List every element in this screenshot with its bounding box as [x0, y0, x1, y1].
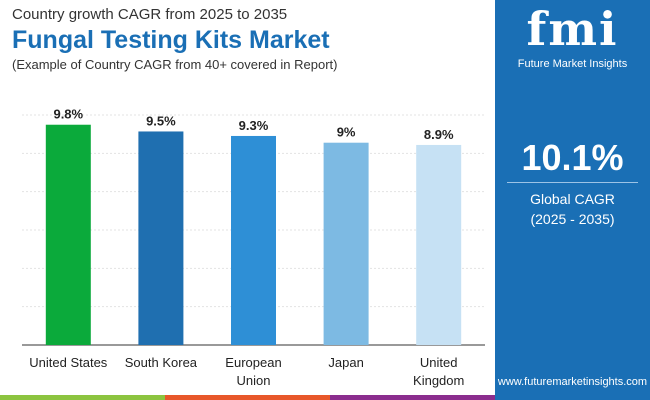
x-tick-label: European — [225, 355, 281, 370]
bar-japan — [323, 142, 369, 345]
chart-title: Fungal Testing Kits Market — [12, 26, 330, 54]
cagr-period: (2025 - 2035) — [530, 211, 615, 227]
chart-subtitle: Country growth CAGR from 2025 to 2035 — [12, 6, 288, 23]
data-label: 8.9% — [424, 127, 454, 142]
bar-united-states — [45, 124, 91, 346]
x-tick-label: United — [420, 355, 458, 370]
bar-south-korea — [138, 131, 184, 345]
global-cagr-value: 10.1% — [521, 137, 624, 178]
logo-caption: Future Market Insights — [517, 58, 628, 70]
global-cagr-label: Global CAGR (2025 - 2035) — [495, 189, 650, 229]
data-label: 9.5% — [146, 113, 176, 128]
side-panel: fmi Future Market Insights 10.1% Global … — [495, 0, 650, 400]
website-link[interactable]: www.futuremarketinsights.com — [497, 376, 648, 388]
x-tick-label: United States — [29, 355, 108, 370]
divider — [507, 182, 638, 183]
x-tick-label: South Korea — [125, 355, 198, 370]
chart-note: (Example of Country CAGR from 40+ covere… — [12, 57, 338, 72]
fmi-logo: fmi — [526, 2, 619, 56]
x-tick-label: Japan — [328, 355, 363, 370]
stripe-orange — [165, 395, 330, 400]
data-label: 9% — [337, 125, 356, 140]
bar-european-union — [231, 135, 276, 345]
data-label: 9.3% — [239, 118, 269, 133]
data-label: 9.8% — [53, 107, 83, 122]
x-tick-label: Union — [237, 373, 271, 388]
stripe-green — [0, 395, 165, 400]
bar-united-kingdom — [416, 144, 462, 345]
x-tick-label: Kingdom — [413, 373, 464, 388]
cagr-label: Global CAGR — [530, 191, 615, 207]
stripe-purple — [330, 395, 495, 400]
bar-chart: 9.8% United States 9.5% South Korea 9.3% Euro… — [22, 107, 485, 388]
